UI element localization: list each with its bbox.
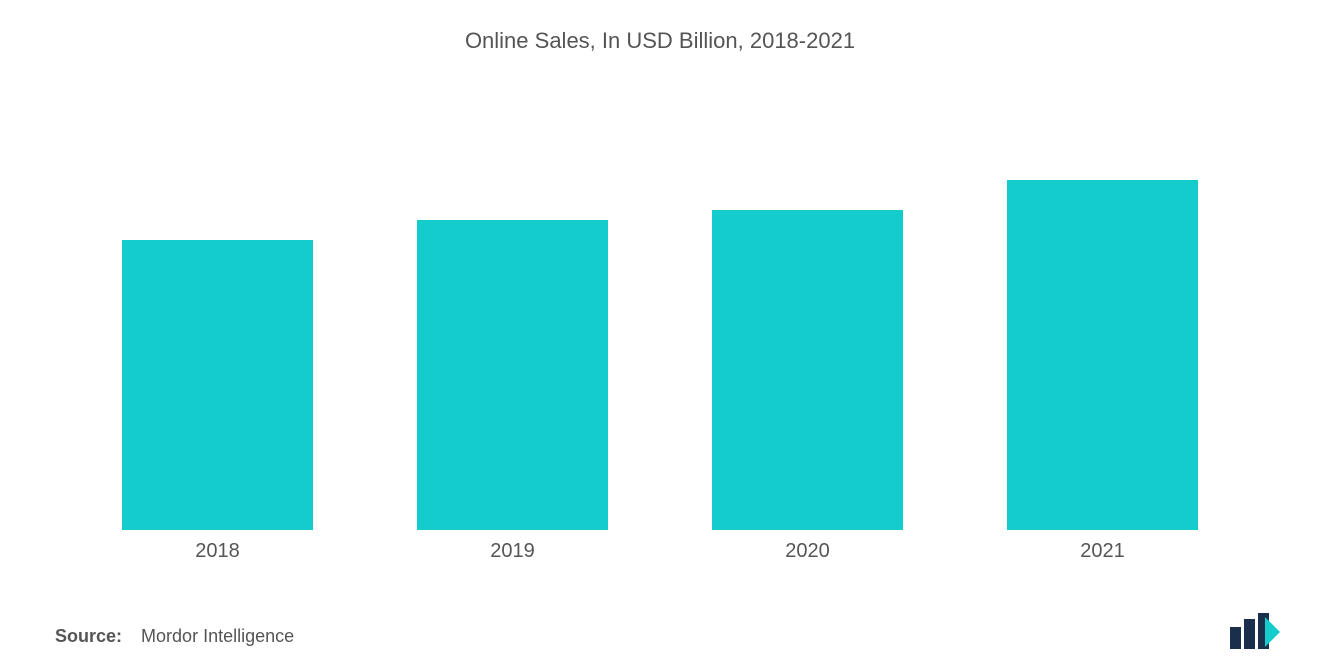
x-axis-label: 2021	[955, 540, 1250, 563]
source-value: Mordor Intelligence	[141, 626, 294, 646]
source-label: Source:	[55, 626, 122, 646]
bar-2021	[1007, 180, 1199, 530]
x-axis-label: 2019	[365, 540, 660, 563]
bar-2018	[122, 240, 314, 530]
x-axis-label: 2018	[70, 540, 365, 563]
x-axis-labels: 2018 2019 2020 2021	[70, 540, 1250, 563]
bar-2019	[417, 220, 609, 530]
bar-slot	[660, 110, 955, 530]
x-axis-label: 2020	[660, 540, 955, 563]
bar-slot	[365, 110, 660, 530]
chart-title: Online Sales, In USD Billion, 2018-2021	[0, 0, 1320, 54]
bar-group	[70, 110, 1250, 530]
bar-slot	[955, 110, 1250, 530]
bar-2020	[712, 210, 904, 530]
plot-area	[70, 110, 1250, 530]
brand-logo	[1230, 613, 1286, 649]
bar-slot	[70, 110, 365, 530]
source-line: Source: Mordor Intelligence	[55, 626, 294, 647]
